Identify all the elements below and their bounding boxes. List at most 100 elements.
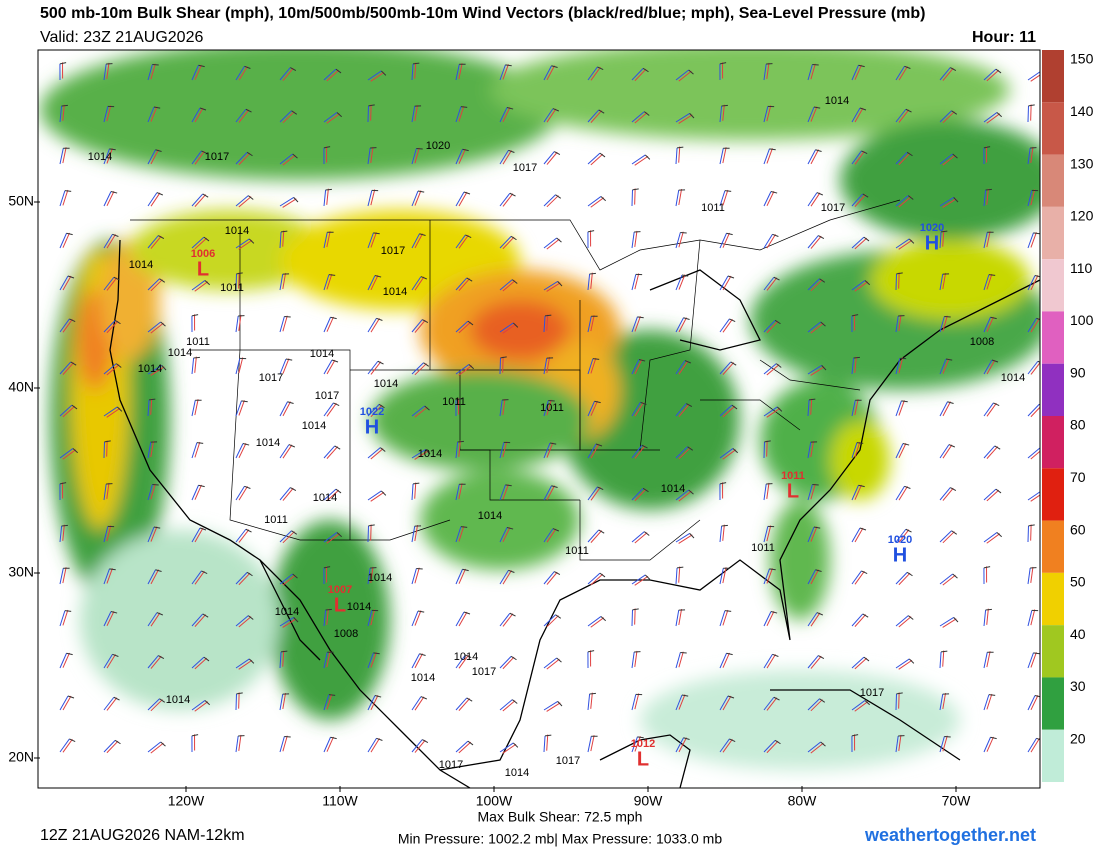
barb-blue (675, 532, 690, 543)
barb-red (942, 272, 947, 290)
wind-barb (279, 67, 297, 81)
barb-flag (373, 652, 380, 655)
wind-barb (191, 570, 208, 585)
barb-flag (908, 238, 915, 244)
wind-barb (235, 151, 253, 166)
barb-red (546, 108, 557, 123)
barb-red (854, 356, 857, 373)
barb-red (238, 239, 253, 250)
barb-blue (411, 362, 424, 375)
barb-flag (594, 400, 601, 404)
barb-blue (147, 698, 160, 711)
wind-barb (763, 319, 781, 334)
barb-flag (1034, 274, 1040, 278)
wind-barb (103, 610, 118, 627)
barb-flag (908, 658, 915, 664)
barb-flag (417, 190, 425, 193)
barb-flag (551, 65, 558, 68)
barb-blue (455, 320, 469, 333)
barb-flag (463, 191, 471, 195)
barb-flag (59, 482, 67, 485)
barb-blue (675, 360, 686, 375)
isobar-label: 1017 (860, 687, 884, 699)
barb-red (854, 194, 867, 207)
barb-blue (1027, 525, 1029, 543)
barb-red (678, 70, 692, 82)
barb-flag (557, 281, 563, 287)
barb-red (942, 315, 948, 332)
barb-flag (721, 104, 728, 107)
barb-red (546, 734, 549, 751)
barb-red (282, 487, 294, 501)
colorbar-segment (1042, 259, 1064, 312)
barb-blue (59, 233, 67, 249)
barb-flag (952, 153, 958, 159)
barb-red (282, 154, 296, 166)
barb-flag (726, 232, 733, 236)
barb-blue (499, 192, 511, 207)
wind-barb (851, 64, 865, 81)
barb-red (458, 63, 463, 80)
barb-blue (1027, 404, 1040, 417)
barb-blue (235, 152, 248, 165)
barb-red (370, 524, 372, 541)
barb-red (106, 191, 115, 207)
wind-barb (895, 400, 908, 417)
barb-flag (548, 399, 555, 402)
wind-barb (675, 694, 689, 711)
barb-red (986, 402, 997, 417)
barb-red (810, 366, 825, 376)
barb-flag (196, 442, 204, 444)
barb-blue (235, 486, 245, 501)
wind-barb (455, 234, 472, 249)
barb-flag (600, 616, 607, 622)
barb-blue (851, 400, 856, 417)
barb-blue (543, 700, 558, 711)
barb-red (942, 444, 953, 459)
barb-red (634, 402, 644, 417)
barb-flag (815, 149, 822, 152)
wind-barb (807, 483, 819, 501)
barb-red (678, 737, 687, 753)
wind-barb (367, 490, 387, 502)
barb-red (854, 314, 856, 331)
barb-flag (641, 444, 648, 449)
wind-barb (59, 652, 73, 669)
barb-red (634, 532, 648, 544)
barb-red (502, 527, 511, 543)
wind-barb (763, 696, 780, 711)
barb-red (458, 568, 466, 584)
wind-barb (719, 318, 736, 333)
barb-red (370, 404, 383, 418)
wind-barb (147, 440, 158, 459)
barb-flag (69, 738, 76, 742)
barb-flag (203, 656, 210, 662)
barb-flag (632, 608, 639, 611)
barb-blue (983, 232, 988, 249)
barb-blue (675, 69, 689, 81)
barb-red (1030, 652, 1037, 668)
barb-red (766, 320, 779, 334)
colorbar-tick-label: 60 (1070, 521, 1086, 537)
wind-barb (895, 442, 910, 459)
wind-barb (895, 658, 915, 670)
barb-red (634, 650, 638, 667)
barb-blue (367, 70, 382, 81)
barb-blue (235, 400, 242, 417)
barb-blue (103, 191, 112, 207)
isobar-label: 1011 (751, 542, 775, 554)
barb-blue (719, 448, 734, 459)
barb-flag (552, 108, 559, 112)
wind-barb (763, 525, 775, 543)
center-letter: L (334, 594, 346, 616)
barb-red (898, 443, 907, 459)
barb-flag (589, 272, 596, 275)
wind-barb (235, 571, 253, 586)
barb-flag (587, 230, 595, 233)
barb-blue (939, 651, 942, 669)
barb-blue (499, 64, 506, 81)
barb-blue (983, 402, 994, 417)
barb-blue (895, 528, 907, 543)
barb-red (502, 280, 516, 292)
barb-blue (411, 148, 417, 165)
